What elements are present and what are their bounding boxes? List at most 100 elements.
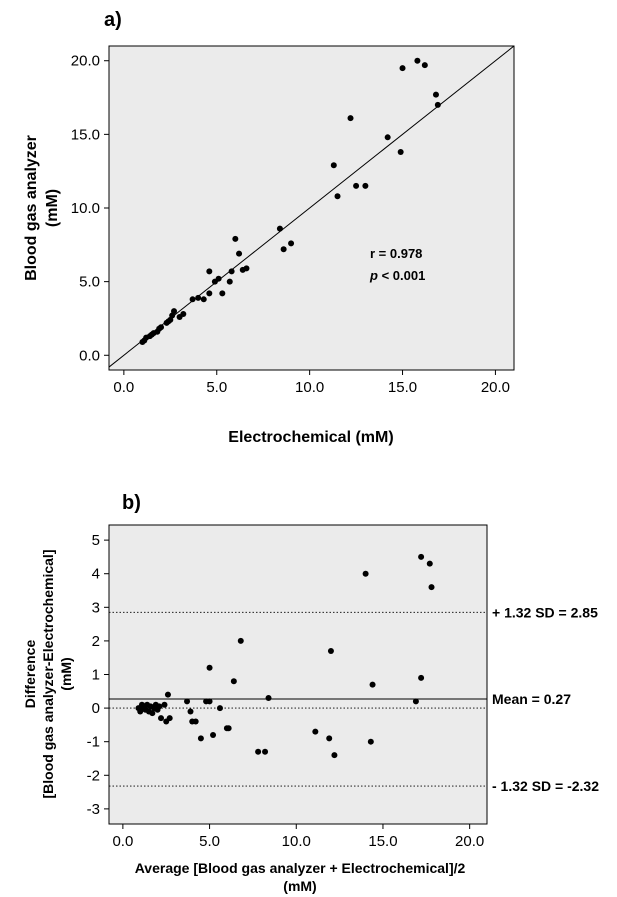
panel-b-data-point [367,738,374,745]
panel-a-x-tick-label: 10.0 [295,379,324,396]
panel-a-data-point [397,149,404,156]
panel-b-data-point [262,748,269,755]
panel-b-data-point [156,703,163,710]
panel-b-y-tick-label: -1 [87,734,100,751]
panel-b-x-tick-label: 15.0 [368,833,397,850]
p-value-label: p < 0.001 [369,268,425,283]
panel-b-y-ticks: -3 -2 -1 0 1 2 3 4 5 [87,532,109,818]
panel-a-x-tick-label: 20.0 [481,379,510,396]
panel-b-data-point [326,735,333,742]
panel-a-x-ticks: 0.0 5.0 10.0 15.0 20.0 [113,370,510,396]
panel-b-y-axis-title-line2: [Blood gas analyzer-Electrochemical] [40,550,56,799]
panel-b-y-tick-label: 5 [92,532,100,549]
panel-a-y-ticks: 0.0 5.0 10.0 15.0 20.0 [71,53,109,364]
panel-a-data-point [353,182,360,189]
panel-a-y-tick-label: 10.0 [71,200,100,217]
panel-a-data-point [330,162,337,169]
panel-a-data-point [158,324,165,331]
panel-b-x-tick-label: 5.0 [199,833,220,850]
panel-b-data-point [158,715,165,722]
panel-b-y-axis-title-line3: (mM) [58,657,74,690]
panel-a-data-point [280,246,287,253]
panel-a-data-point [226,278,233,285]
panel-b-data-point [327,647,334,654]
panel-b-data-point [210,731,217,738]
panel-a-data-point [347,115,354,122]
panel-a-data-point [180,311,187,318]
panel-a-data-point [219,290,226,297]
panel-b-data-point [206,664,213,671]
panel-a-data-point [228,268,235,275]
panel-b-bland-altman: b) 0.0 5.0 10.0 15.0 20.0 -3 -2 -1 0 1 2 3 4 5 + 1.3… [22,492,599,894]
panel-a-y-tick-label: 15.0 [71,126,100,143]
panel-b-data-point [187,708,194,715]
panel-a-data-point [206,290,213,297]
panel-b-reference-lines [109,611,487,787]
panel-b-x-ticks: 0.0 5.0 10.0 15.0 20.0 [112,824,484,850]
panel-a-data-point [200,296,207,303]
panel-a-data-point [421,62,428,69]
panel-b-data-point [192,718,199,725]
panel-b-x-tick-label: 0.0 [112,833,133,850]
panel-a-data-point [236,250,243,257]
panel-a-y-tick-label: 5.0 [79,274,100,291]
panel-b-reference-labels: + 1.32 SD = 2.85 Mean = 0.27 - 1.32 SD = -… [492,604,599,794]
panel-b-data-point [237,637,244,644]
panel-a-identity-line [108,45,515,368]
panel-b-y-tick-label: 3 [92,599,100,616]
panel-b-data-point [161,701,168,708]
panel-a-data-point [189,296,196,303]
panel-b-data-point [331,752,338,759]
panel-a-data-point [432,91,439,98]
panel-b-data-point [362,570,369,577]
panel-a-data-point [276,225,283,232]
panel-a-y-tick-label: 20.0 [71,53,100,70]
panel-b-y-tick-label: 0 [92,700,100,717]
panel-b-y-tick-label: 1 [92,667,100,684]
panel-b-data-point [197,735,204,742]
reference-line-label: + 1.32 SD = 2.85 [492,604,598,620]
correlation-r-label: r = 0.978 [370,246,422,261]
panel-b-data-point [216,705,223,712]
panel-b-data-point [428,584,435,591]
panel-b-data-point [164,691,171,698]
panel-a-y-tick-label: 0.0 [79,347,100,364]
panel-b-data-point [225,725,232,732]
panel-b-y-tick-label: 2 [92,633,100,650]
panel-a-data-point [171,308,178,315]
panel-a-data-point [243,265,250,272]
panel-b-y-tick-label: -3 [87,801,100,818]
panel-a-x-axis-title: Electrochemical (mM) [228,429,393,446]
panel-a-x-tick-label: 15.0 [388,379,417,396]
panel-b-data-point [184,698,191,705]
panel-a-data-point [232,235,239,242]
panel-b-x-axis-title-line1: Average [Blood gas analyzer + Electroche… [135,860,466,876]
panel-a-data-point [334,193,341,200]
panel-b-data-point [149,710,156,717]
panel-b-data-point [230,678,237,685]
reference-line-label: Mean = 0.27 [492,691,571,707]
panel-a-y-axis-title-line1: Blood gas analyzer [23,135,40,281]
panel-b-x-axis-title-line2: (mM) [283,878,316,894]
panel-b-data-point [312,728,319,735]
panel-a-scatter: a) 0.0 5.0 10.0 15.0 20.0 0.0 5.0 10.0 15.0 20.0… [23,9,515,446]
panel-b-data-point [369,681,376,688]
panel-a-data-point [399,65,406,72]
panel-a-x-tick-label: 5.0 [206,379,227,396]
panel-b-plot-area [108,524,488,825]
panel-b-y-tick-label: 4 [92,566,100,583]
panel-b-data-point [166,715,173,722]
panel-a-data-point [434,101,441,108]
panel-b-data-point [255,748,262,755]
panel-b-data-point [412,698,419,705]
panel-b-data-point [265,695,272,702]
panel-a-data-point [384,134,391,141]
panel-a-label: a) [104,9,122,31]
panel-a-data-point [414,57,421,64]
panel-a-data-point [362,182,369,189]
panel-a-x-tick-label: 0.0 [113,379,134,396]
panel-b-x-tick-label: 10.0 [282,833,311,850]
reference-line-label: - 1.32 SD = -2.32 [492,778,599,794]
panel-a-y-axis-title-line2: (mM) [44,189,61,227]
